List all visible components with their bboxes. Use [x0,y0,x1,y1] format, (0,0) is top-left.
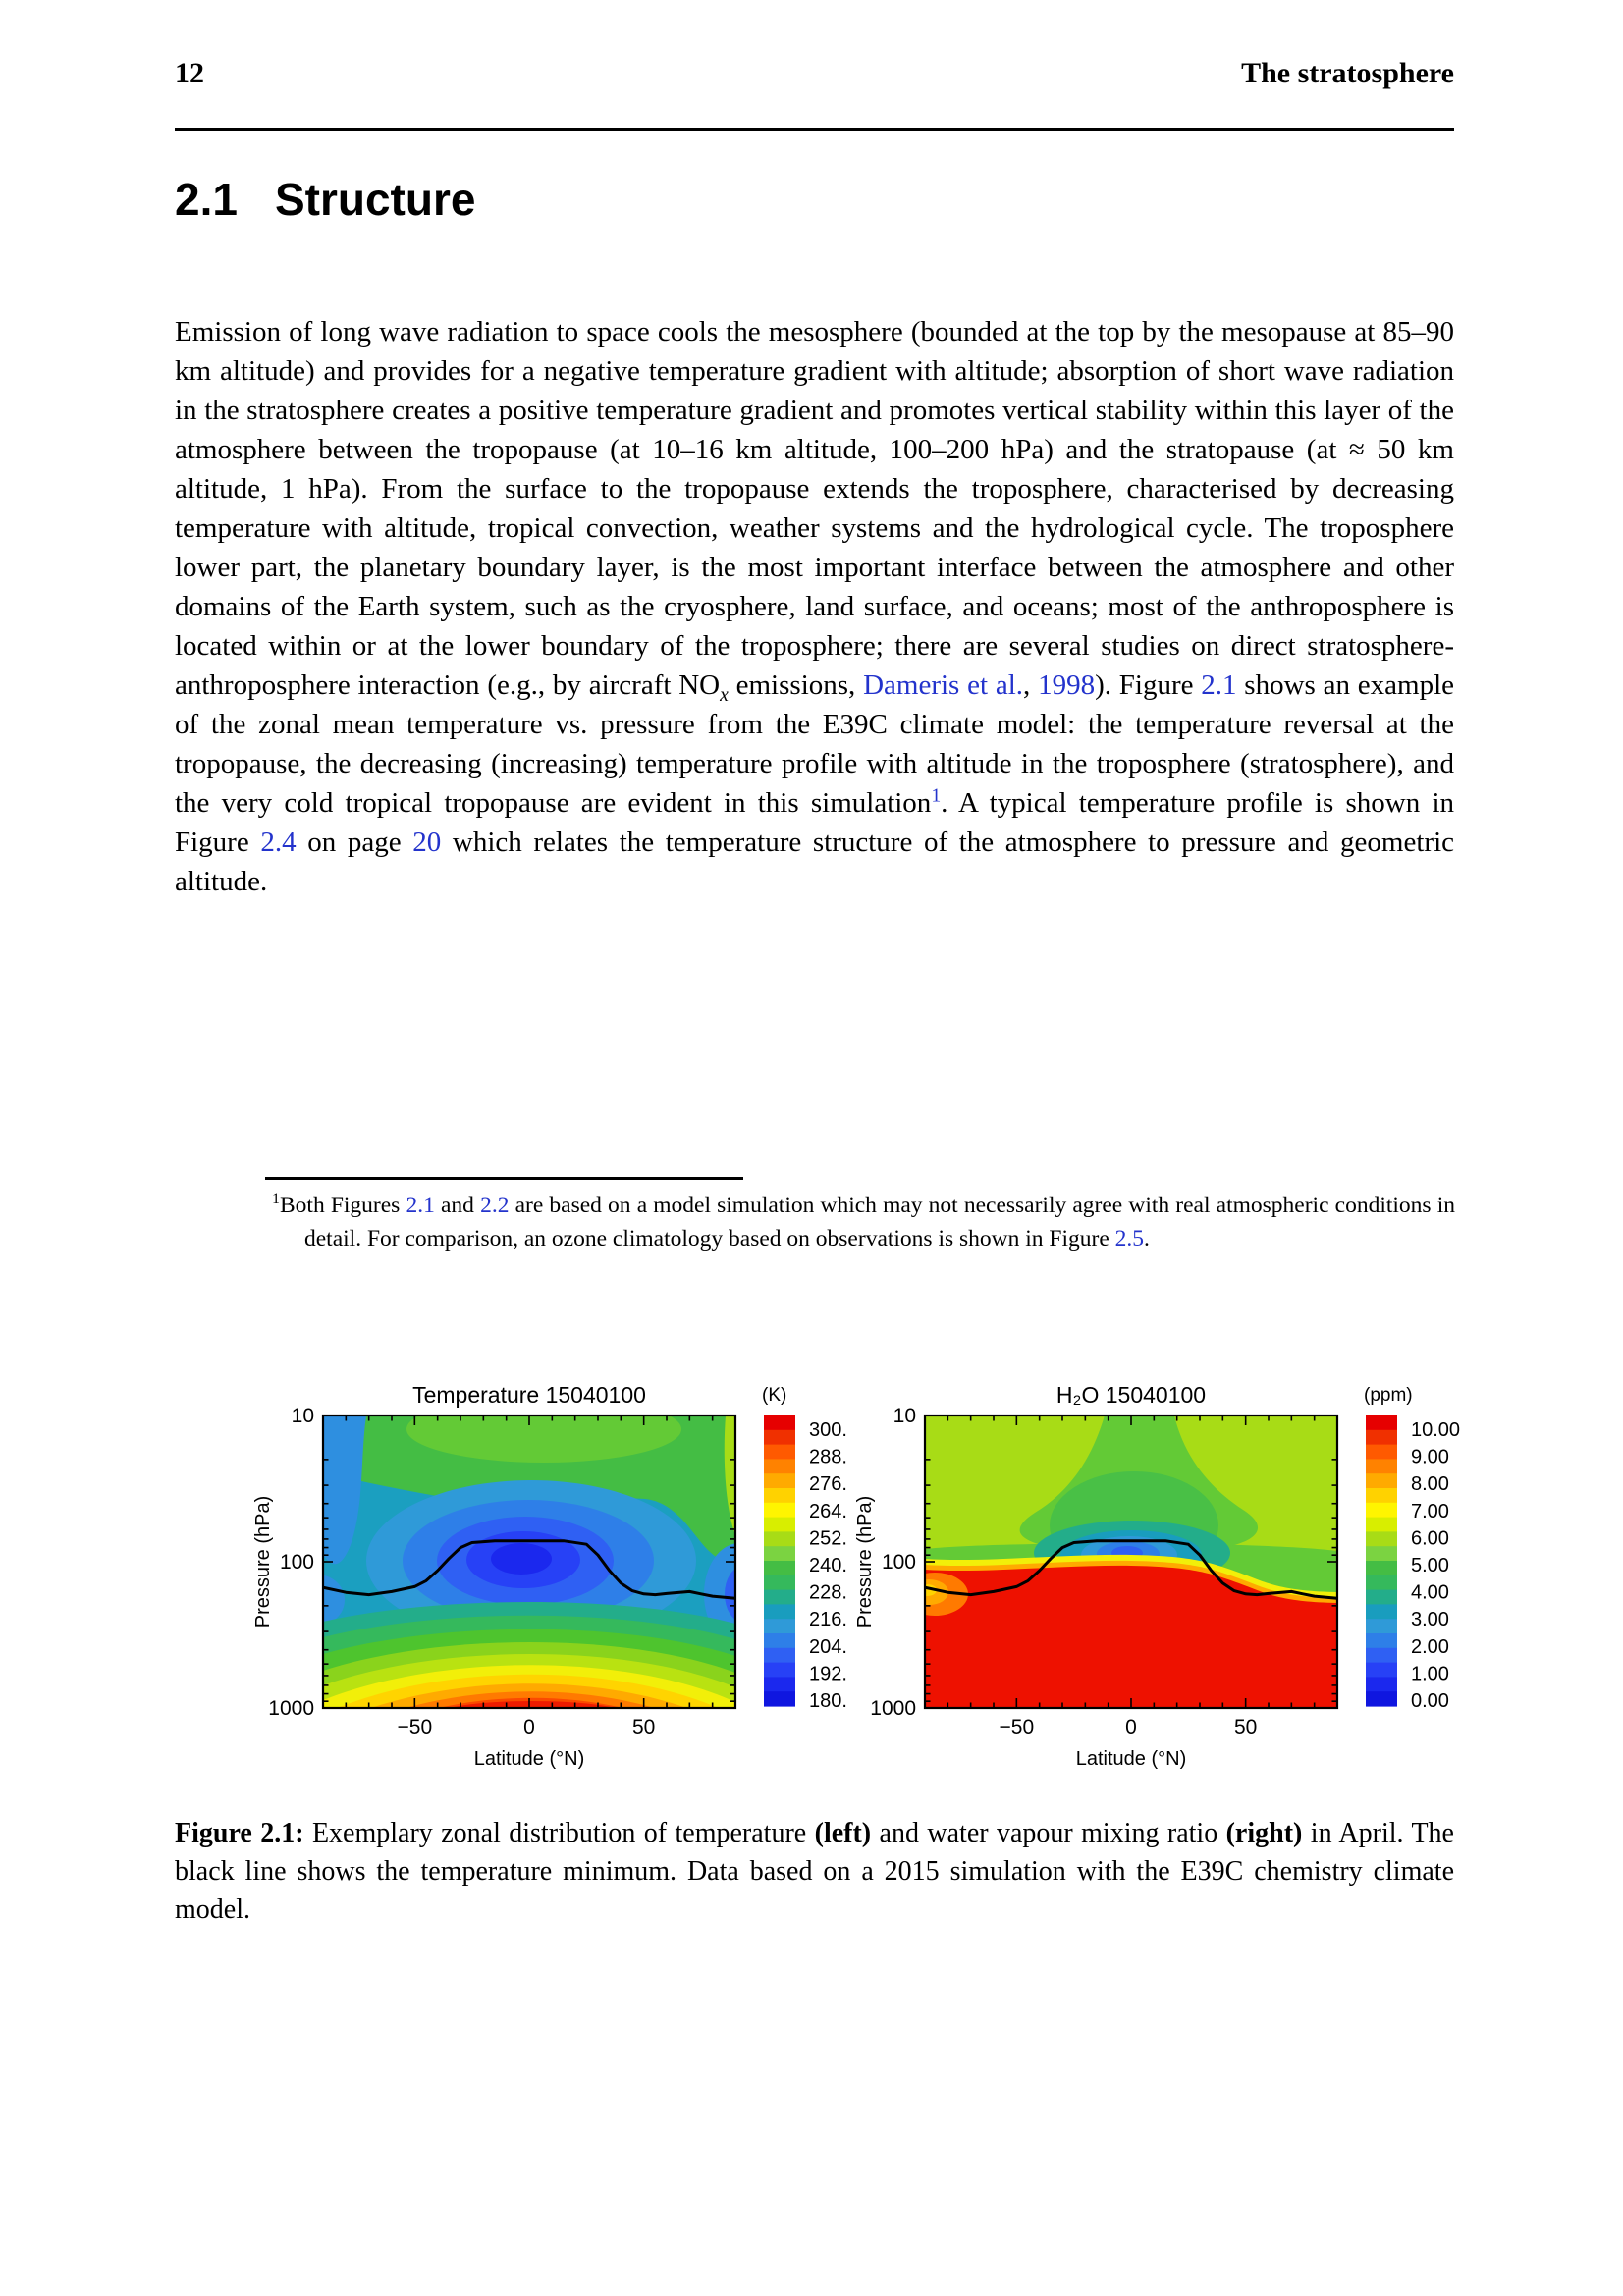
colorbar-tick-label: 3.00 [1411,1609,1449,1630]
text-segment: ). Figure [1095,669,1202,701]
colorbar-tick-label: 204. [809,1636,847,1658]
page-number: 12 [175,57,204,89]
colorbar-tick-label: 2.00 [1411,1636,1449,1658]
y-tick-label: 1000 [268,1697,314,1720]
x-tick-label: −50 [1000,1716,1035,1738]
temperature-contour-field [323,1415,735,1708]
colorbar-tick-label: 6.00 [1411,1527,1449,1549]
footnote: 1Both Figures 2.1 and 2.2 are based on a… [272,1190,1455,1255]
text-segment: which relates the temperature structure … [175,827,1454,897]
x-tick-label: 0 [523,1716,535,1738]
text-segment: (left) [814,1818,872,1848]
colorbar-tick-label: 228. [809,1582,847,1604]
page-ref-20[interactable]: 20 [412,827,442,858]
body-paragraph: Emission of long wave radiation to space… [175,312,1454,901]
colorbar-tick-label: 192. [809,1663,847,1684]
temperature-contour-plot: Temperature 15040100 (K) 10 100 1000 −50 0 50 La… [252,1382,847,1770]
colorbar: 300. 288. 276. 264. 252. 240. 228. 216. 204. 192.… [764,1415,847,1712]
colorbar-tick-label: 252. [809,1527,847,1549]
text-segment: are based on a model simulation which ma… [304,1193,1455,1252]
figure-caption: Figure 2.1: Exemplary zonal distribution… [175,1814,1454,1929]
colorbar-tick-label: 9.00 [1411,1447,1449,1468]
y-tick-label: 1000 [870,1697,916,1720]
h2o-contour-field [925,1415,1337,1708]
colorbar: 10.00 9.00 8.00 7.00 6.00 5.00 4.00 3.00 2.00 1.0… [1366,1415,1460,1712]
colorbar-tick-label: 8.00 [1411,1473,1449,1495]
colorbar-title: (ppm) [1364,1385,1413,1406]
header-rule [175,128,1454,131]
h2o-contour-plot: H₂O 15040100 (ppm) 10 100 1000 −50 0 50 Latitude… [854,1382,1460,1770]
y-tick-label: 10 [292,1405,314,1427]
colorbar-tick-label: 276. [809,1473,847,1495]
colorbar-tick-label: 216. [809,1609,847,1630]
figure-ref-2-1[interactable]: 2.1 [1201,669,1237,701]
colorbar-tick-label: 4.00 [1411,1582,1449,1604]
figure-ref-2-4[interactable]: 2.4 [260,827,297,858]
text-segment: Emission of long wave radiation to space… [175,316,1454,701]
colorbar-tick-label: 288. [809,1447,847,1468]
text-segment: Figure 2.1: [175,1818,304,1848]
text-segment: (right) [1225,1818,1303,1848]
colorbar-tick-label: 1.00 [1411,1663,1449,1684]
section-title: Structure [274,174,476,225]
plot-title: H₂O 15040100 [1056,1382,1206,1408]
y-tick-label: 100 [882,1551,916,1574]
colorbar-tick-label: 264. [809,1501,847,1522]
text-segment: . [1144,1225,1150,1252]
y-axis-label: Pressure (hPa) [252,1496,274,1629]
x-axis-label: Latitude (°N) [474,1748,585,1770]
colorbar-tick-label: 0.00 [1411,1690,1449,1712]
axes [923,1414,1339,1710]
y-axis-label: Pressure (hPa) [854,1496,876,1629]
x-tick-label: 50 [1234,1716,1257,1738]
colorbar-tick-label: 10.00 [1411,1419,1460,1441]
text-segment: 1 [272,1191,280,1208]
y-tick-label: 10 [893,1405,916,1427]
y-tick-label: 100 [280,1551,314,1574]
text-segment: , [1023,669,1039,701]
text-segment: shows an example of the zonal mean tempe… [175,669,1454,819]
running-title: The stratosphere [1241,57,1454,89]
figure-ref-2-2[interactable]: 2.2 [480,1193,510,1218]
colorbar-tick-label: 300. [809,1419,847,1441]
temperature-minimum-line [323,1539,735,1600]
axes [321,1414,737,1710]
plot-labels: Temperature 15040100 (K) 10 100 1000 −50 0 50 La… [252,1382,786,1770]
x-tick-label: −50 [398,1716,433,1738]
temperature-minimum-line [925,1539,1337,1600]
colorbar-title: (K) [762,1385,786,1406]
text-segment: and water vapour mixing ratio [871,1818,1226,1848]
plot-title: Temperature 15040100 [412,1382,646,1408]
figure-ref-2-5[interactable]: 2.5 [1114,1225,1144,1252]
text-segment: on page [296,827,413,858]
plot-labels: H₂O 15040100 (ppm) 10 100 1000 −50 0 50 Latitude… [854,1382,1413,1770]
section-heading: 2.1 Structure [175,173,475,226]
text-segment: x [720,683,729,706]
section-number: 2.1 [175,174,238,225]
footnote-rule [265,1177,743,1180]
text-segment: emissions, [728,669,864,701]
x-tick-label: 0 [1125,1716,1137,1738]
figure-ref-2-1[interactable]: 2.1 [406,1193,435,1218]
citation-year-link[interactable]: 1998 [1038,669,1096,701]
colorbar-tick-label: 240. [809,1555,847,1576]
colorbar-tick-label: 7.00 [1411,1501,1449,1522]
text-segment: Exemplary zonal distribution of temperat… [303,1818,815,1848]
x-tick-label: 50 [632,1716,655,1738]
page-header: 12 The stratosphere [175,57,1454,90]
text-segment: and [434,1193,481,1218]
text-segment: in April. The black line shows the tempe… [175,1818,1454,1925]
footnote-marker-link[interactable]: 1 [931,784,942,807]
citation-link-dameris[interactable]: Dameris et al. [863,669,1024,701]
x-axis-label: Latitude (°N) [1076,1748,1187,1770]
colorbar-tick-label: 5.00 [1411,1555,1449,1576]
text-segment: Both Figures [279,1193,406,1218]
text-segment: . A typical temperature profile is shown… [175,787,1454,858]
colorbar-tick-label: 180. [809,1690,847,1712]
